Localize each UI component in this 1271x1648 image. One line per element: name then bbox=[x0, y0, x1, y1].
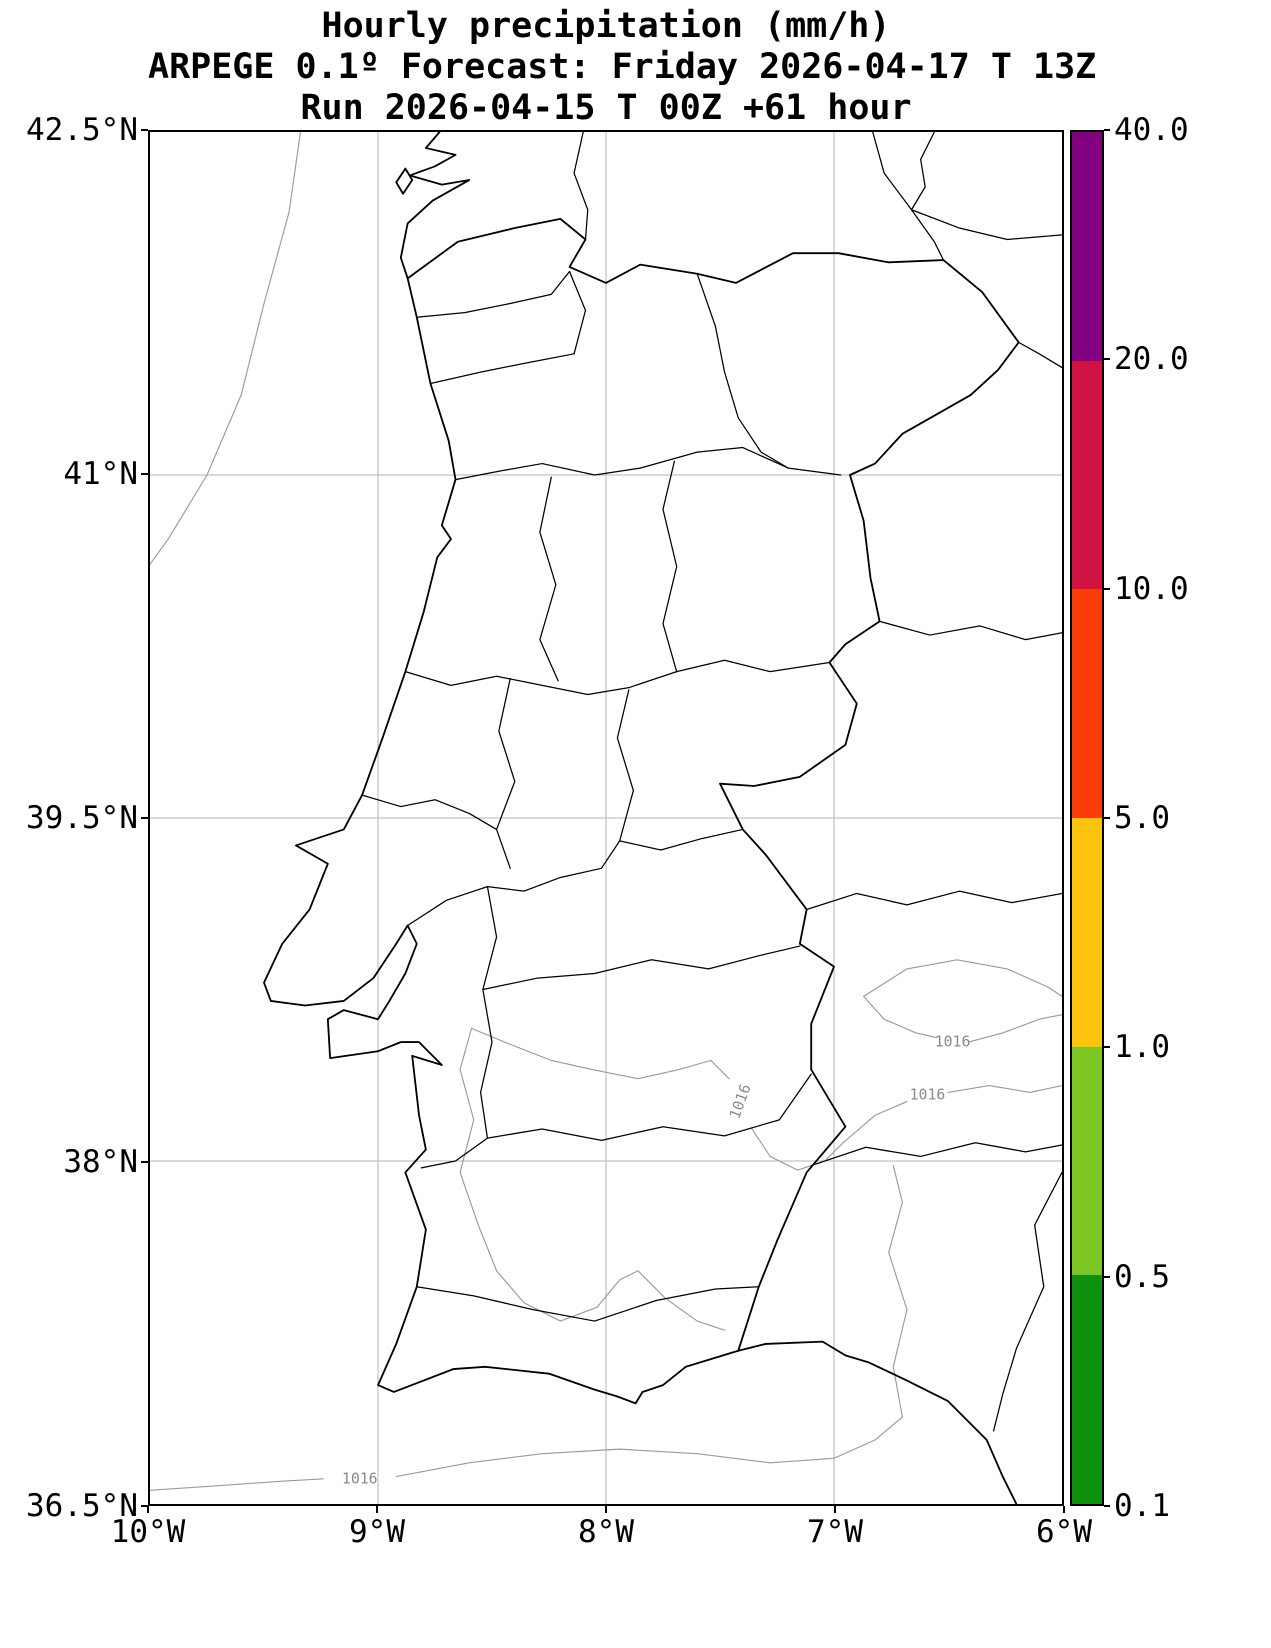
colorbar-label-10: 10.0 bbox=[1114, 571, 1189, 607]
x-tickmark bbox=[1063, 1506, 1065, 1513]
lat-tick-42-5N: 42.5°N bbox=[26, 112, 138, 148]
lon-tick-7W: 7°W bbox=[807, 1514, 863, 1550]
figure-title: Hourly precipitation (mm/h) ARPEGE 0.1º … bbox=[148, 6, 1097, 129]
isobar-bottom bbox=[150, 1416, 903, 1491]
isobar-east-lower bbox=[842, 1084, 1062, 1144]
colorbar-tickmark bbox=[1104, 129, 1110, 131]
colorbar-tickmark bbox=[1104, 1276, 1110, 1278]
colorbar-segment-10-20 bbox=[1072, 360, 1102, 590]
graticule-gridlines bbox=[150, 132, 1062, 1504]
isobar-label-bottom: 1016 bbox=[342, 1470, 378, 1487]
colorbar-segment-01-05 bbox=[1072, 1275, 1102, 1505]
isobar-label-rotated: 1016 bbox=[727, 1082, 755, 1121]
colorbar-segment-5-10 bbox=[1072, 589, 1102, 819]
lat-tick-41N: 41°N bbox=[63, 456, 138, 492]
x-tickmark bbox=[147, 1506, 149, 1513]
map-svg: 1016 1016 1016 1016 bbox=[150, 132, 1062, 1504]
lat-tick-39-5N: 39.5°N bbox=[26, 800, 138, 836]
isobar-labels: 1016 1016 1016 1016 bbox=[342, 1034, 970, 1488]
colorbar-label-1: 1.0 bbox=[1114, 1029, 1170, 1065]
portugal-spain-border bbox=[406, 217, 1020, 1352]
y-tickmark bbox=[141, 1161, 148, 1163]
isobar-label-east-lower: 1016 bbox=[910, 1086, 946, 1103]
colorbar-segment-05-1 bbox=[1072, 1046, 1102, 1276]
title-line-3: Run 2026-04-15 T 00Z +61 hour bbox=[300, 88, 912, 128]
x-tickmark bbox=[834, 1506, 836, 1513]
colorbar-label-05: 0.5 bbox=[1114, 1259, 1170, 1295]
colorbar-label-01: 0.1 bbox=[1114, 1488, 1170, 1524]
colorbar-tickmark bbox=[1104, 1046, 1110, 1048]
isobar-algarve bbox=[459, 1027, 726, 1331]
y-tickmark bbox=[141, 1505, 148, 1507]
y-tickmark bbox=[141, 129, 148, 131]
map-plot-area: 1016 1016 1016 1016 bbox=[148, 130, 1064, 1506]
y-tickmark bbox=[141, 817, 148, 819]
lon-tick-6W: 6°W bbox=[1036, 1514, 1092, 1550]
island bbox=[395, 167, 414, 195]
colorbar-segment-1-5 bbox=[1072, 818, 1102, 1047]
isobar-south-a bbox=[470, 1027, 730, 1080]
isobar-ocean-northwest bbox=[150, 132, 302, 565]
isobar-south-b bbox=[751, 1128, 844, 1171]
coastline-and-border bbox=[263, 132, 1020, 1504]
colorbar-label-5: 5.0 bbox=[1114, 800, 1170, 836]
precipitation-colorbar bbox=[1070, 130, 1104, 1506]
colorbar-tickmark bbox=[1104, 588, 1110, 590]
isobar-east-loop-top bbox=[863, 959, 1062, 997]
y-tickmark bbox=[141, 473, 148, 475]
district-boundaries bbox=[361, 132, 1062, 1432]
isobar-east-loop-bottom bbox=[863, 995, 1062, 1043]
colorbar-label-20: 20.0 bbox=[1114, 341, 1189, 377]
title-line-1: Hourly precipitation (mm/h) bbox=[321, 6, 891, 46]
lon-tick-8W: 8°W bbox=[578, 1514, 634, 1550]
colorbar-label-40: 40.0 bbox=[1114, 112, 1189, 148]
colorbar-tickmark bbox=[1104, 817, 1110, 819]
lon-tick-9W: 9°W bbox=[349, 1514, 405, 1550]
colorbar-tickmark bbox=[1104, 1505, 1110, 1507]
lat-tick-36-5N: 36.5°N bbox=[26, 1488, 138, 1524]
lat-tick-38N: 38°N bbox=[63, 1144, 138, 1180]
x-tickmark bbox=[605, 1506, 607, 1513]
colorbar-segment-20-40 bbox=[1072, 132, 1102, 361]
x-tickmark bbox=[376, 1506, 378, 1513]
isobar-label-east-loop: 1016 bbox=[935, 1034, 971, 1051]
lon-tick-10W: 10°W bbox=[110, 1514, 186, 1550]
title-line-2: ARPEGE 0.1º Forecast: Friday 2026-04-17 … bbox=[148, 47, 1097, 87]
coastline bbox=[263, 132, 1018, 1504]
colorbar-tickmark bbox=[1104, 358, 1110, 360]
